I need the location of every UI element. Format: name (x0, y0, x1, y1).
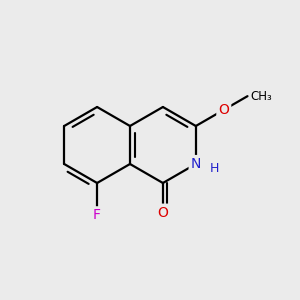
Text: O: O (158, 206, 168, 220)
Text: N: N (190, 157, 201, 171)
Text: H: H (209, 162, 219, 175)
Text: CH₃: CH₃ (250, 90, 272, 103)
Text: F: F (93, 208, 101, 222)
Text: O: O (218, 103, 229, 117)
